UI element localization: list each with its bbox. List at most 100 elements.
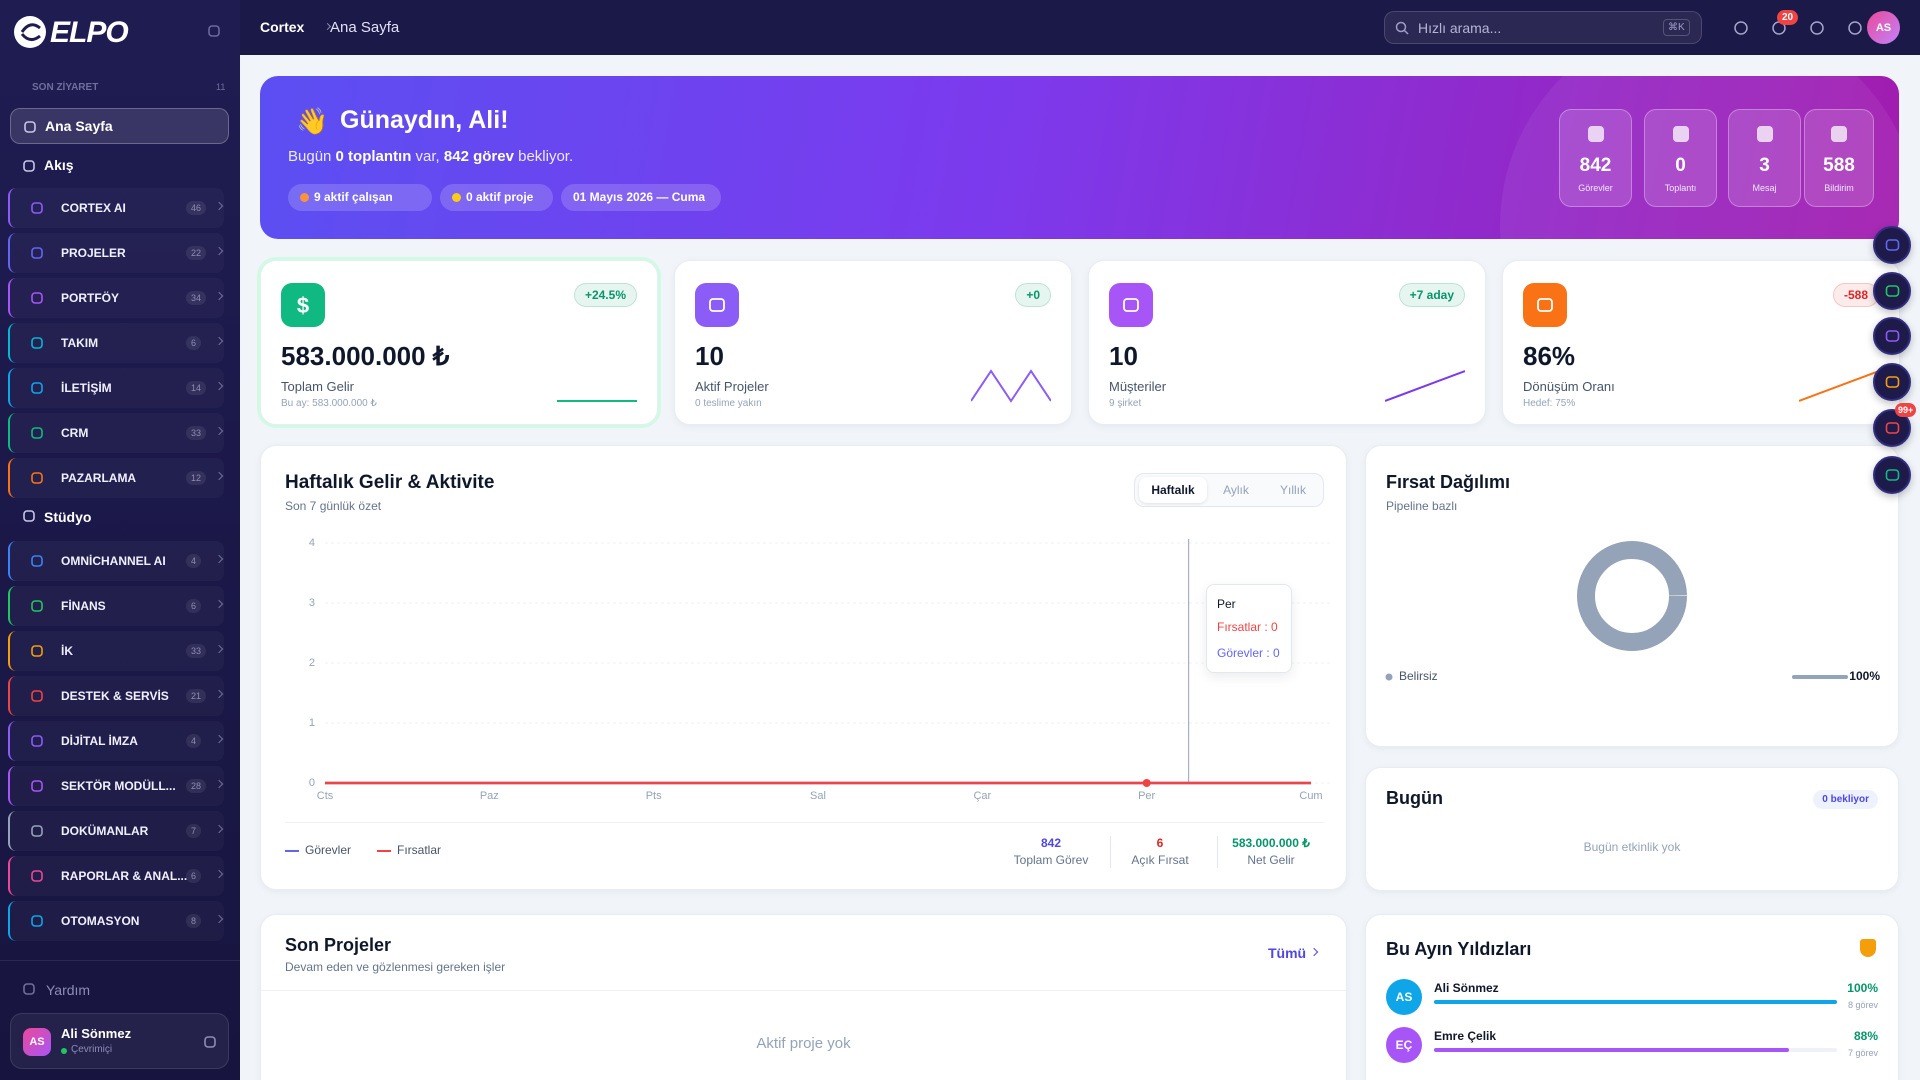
nav-group-label: İLETİŞİM (61, 381, 112, 395)
tab[interactable]: Yıllık (1279, 483, 1306, 497)
person-name: Ali Sönmez (1434, 981, 1499, 995)
trophy-icon (1860, 939, 1876, 957)
stat-value: 0 (1675, 155, 1686, 176)
icon (208, 25, 220, 37)
nav-group[interactable]: PORTFÖY 34 (8, 278, 224, 318)
icon (31, 427, 43, 439)
nav-group[interactable]: DİJİTAL İMZA 4 (8, 721, 224, 761)
line-chart: 0 1 2 3 4 Cts Paz Pts Sal Çar Per Cum (309, 537, 1331, 802)
nav-group-label: FİNANS (61, 599, 106, 613)
card-title: Son Projeler (285, 935, 392, 955)
nav-group[interactable]: İLETİŞİM 14 (8, 368, 224, 408)
icon-shape (1123, 298, 1139, 312)
nav-group[interactable]: FİNANS 6 (8, 586, 224, 626)
chevron (214, 914, 224, 924)
hero-subtitle: Bugün 0 toplantın var, 842 görev bekliyo… (288, 148, 573, 165)
nav-group[interactable]: PROJELER 22 (8, 233, 224, 273)
subtitle-part: var, (411, 148, 444, 165)
floating-icon (1885, 239, 1900, 251)
floating-button[interactable] (1873, 226, 1911, 264)
kpi-icon-glyph: $ (296, 293, 310, 318)
notification-badge: 20 (1777, 10, 1799, 25)
hero-banner: 👋 Günaydın, Ali! Bugün 0 toplantın var, 84… (260, 76, 1899, 239)
nav-group[interactable]: CRM 33 (8, 413, 224, 453)
link[interactable]: Tümü (1268, 945, 1307, 961)
nav-group[interactable]: İK 33 (8, 631, 224, 671)
breadcrumb[interactable]: Cortex (260, 19, 305, 35)
icon-shape (31, 825, 43, 837)
nav-group[interactable]: DESTEK & SERVİS 21 (8, 676, 224, 716)
tab[interactable]: Haftalık (1139, 477, 1207, 503)
icon (31, 472, 43, 484)
nav-label: Yardım (46, 982, 91, 998)
kpi-label: Aktif Projeler (695, 379, 769, 394)
kpi-icon (1523, 283, 1567, 327)
divider (285, 822, 1324, 823)
nav-group-count: 22 (186, 246, 207, 260)
wave-emoji: 👋 (296, 106, 329, 136)
nav-group[interactable]: SEKTÖR MODÜLL... 28 (8, 766, 224, 806)
nav-group-label: PORTFÖY (61, 291, 120, 305)
x-tick-label: Cts (317, 790, 334, 802)
chevron (214, 471, 224, 481)
y-tick-label: 4 (309, 537, 315, 549)
kpi-icon-svg (709, 298, 725, 312)
legend-label: Belirsiz (1399, 669, 1438, 683)
nav-group[interactable]: OMNİCHANNEL AI 4 (8, 541, 224, 581)
topbar-button[interactable]: 20 (1769, 10, 1799, 38)
divider (1217, 836, 1218, 868)
nav-group[interactable]: TAKIM 6 (8, 323, 224, 363)
topbar: Cortex Ana Sayfa Hızlı arama... ⌘K 20 AS (240, 0, 1920, 55)
topbar-button[interactable] (1845, 18, 1865, 38)
nav-item[interactable]: Akış (10, 148, 229, 184)
topbar-button[interactable] (1807, 18, 1827, 38)
search-box[interactable]: Hızlı arama... ⌘K (1384, 11, 1702, 44)
floating-button[interactable] (1873, 272, 1911, 310)
nav-item[interactable]: Yardım (10, 978, 229, 1002)
stat-label: Toplantı (1664, 183, 1697, 193)
chart-title: Haftalık Gelir & Aktivite (285, 472, 495, 493)
icon-shape (31, 600, 43, 612)
chart-title: Fırsat Dağılımı (1386, 472, 1511, 492)
avatar[interactable]: AS (1867, 11, 1900, 44)
stat-value: 842 (1579, 155, 1612, 176)
nav-group-label: OMNİCHANNEL AI (61, 554, 166, 568)
kpi-value: 10 (1109, 341, 1138, 371)
tooltip: Per Fırsatlar : 0 Görevler : 0 (1206, 584, 1292, 673)
kpi-delta: -588 (1832, 283, 1879, 307)
kpi-value: 86% (1523, 341, 1576, 371)
nav-group[interactable]: PAZARLAMA 12 (8, 458, 224, 498)
chart-card: Haftalık Gelir & Aktivite Son 7 günlük öz… (260, 445, 1347, 890)
chevron (214, 246, 224, 256)
nav-item[interactable]: Ana Sayfa (10, 108, 229, 144)
chip-label: 9 aktif çalışan (314, 190, 393, 204)
floating-button[interactable]: 99+ (1873, 403, 1917, 447)
floating-button[interactable] (1873, 317, 1911, 355)
chip-icon (452, 193, 461, 202)
nav-group[interactable]: DOKÜMANLAR 7 (8, 811, 224, 851)
hero-stat: 842 Görevler (1559, 109, 1632, 207)
icon (31, 555, 43, 567)
stat-label: Görevler (1578, 183, 1613, 193)
nav-group[interactable]: CORTEX AI 46 (8, 188, 224, 228)
nav-group[interactable]: OTOMASYON 8 (8, 901, 224, 941)
tab[interactable]: Aylık (1223, 483, 1249, 497)
value-label: 100% (1849, 669, 1880, 683)
person-percent: 88% (1853, 1029, 1878, 1043)
topbar-button[interactable] (1731, 18, 1751, 38)
x-tick-label: Sal (810, 790, 826, 802)
kpi-delta: +0 (1015, 283, 1051, 307)
icon (31, 780, 43, 792)
kpi-label: Toplam Gelir (281, 379, 354, 394)
floating-button[interactable] (1873, 363, 1911, 401)
icon-shape (31, 382, 43, 394)
user-card[interactable]: AS Ali Sönmez Çevrimiçi (10, 1013, 229, 1069)
nav-group[interactable]: RAPORLAR & ANAL... 6 (8, 856, 224, 896)
chevron (214, 426, 224, 436)
nav-label: Ana Sayfa (45, 118, 113, 134)
floating-button[interactable] (1873, 456, 1911, 494)
user-avatar: AS (23, 1028, 51, 1056)
tooltip-line: Görevler : 0 (1217, 646, 1280, 660)
nav-item[interactable]: Stüdyo (10, 505, 229, 529)
